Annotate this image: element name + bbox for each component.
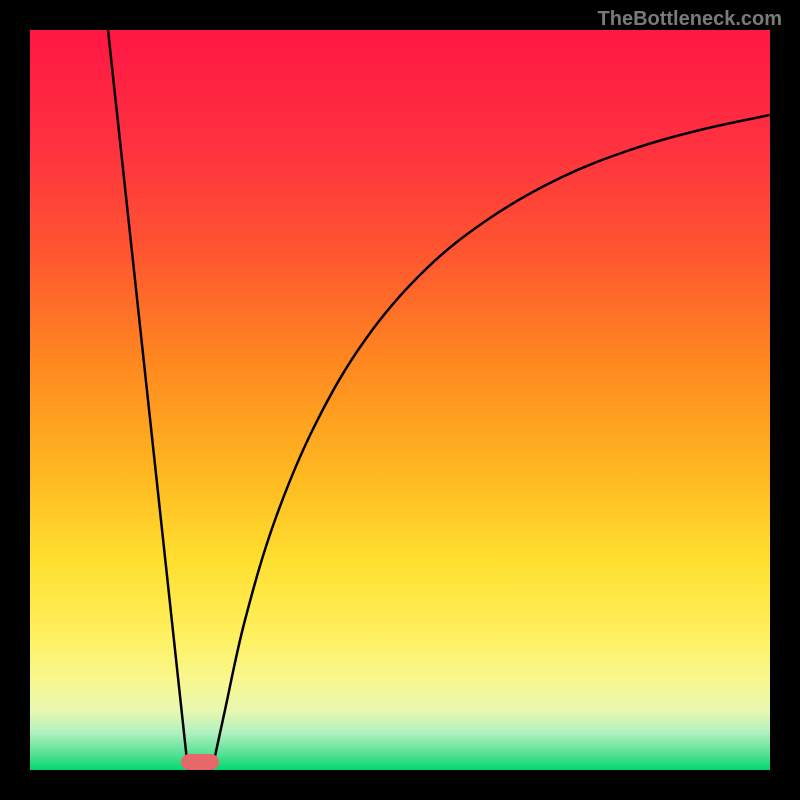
bottleneck-marker xyxy=(181,754,219,770)
descending-line xyxy=(108,30,188,770)
curve-overlay xyxy=(30,30,770,770)
ascending-curve xyxy=(212,115,770,770)
chart-area xyxy=(30,30,770,770)
watermark-text: TheBottleneck.com xyxy=(598,8,782,31)
